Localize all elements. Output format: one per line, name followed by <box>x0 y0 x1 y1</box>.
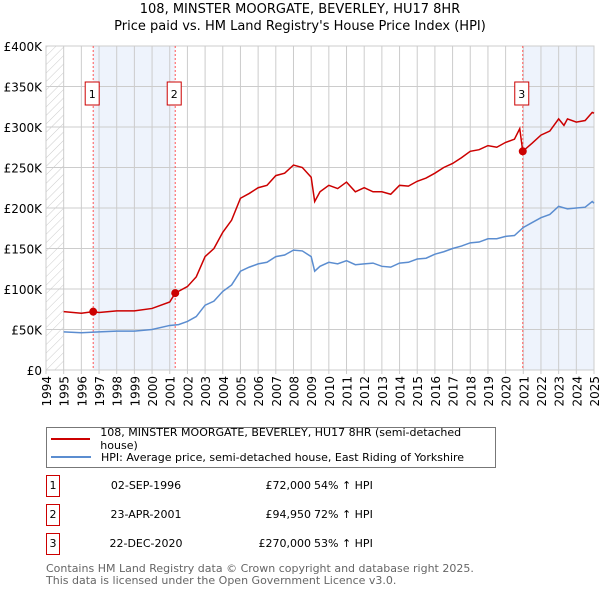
x-tick-label: 1996 <box>75 376 89 407</box>
legend-item-hpi: HPI: Average price, semi-detached house,… <box>51 449 464 465</box>
sale-date: 23-APR-2001 <box>110 508 182 521</box>
sale-number: 2 <box>46 504 60 526</box>
sale-row: 3 22-DEC-2020 £270,000 53% ↑ HPI <box>46 533 446 555</box>
y-tick-label: £100K <box>4 283 44 297</box>
x-tick-label: 2010 <box>323 376 337 407</box>
x-tick-label: 2019 <box>482 376 496 407</box>
x-tick-label: 2005 <box>234 376 248 407</box>
sale-price: £94,950 <box>265 508 312 521</box>
x-tick-label: 2025 <box>588 376 600 407</box>
sale-date: 22-DEC-2020 <box>109 537 183 550</box>
y-tick-label: £50K <box>11 324 43 338</box>
sale-row: 2 23-APR-2001 £94,950 72% ↑ HPI <box>46 504 446 526</box>
y-tick-label: £250K <box>4 162 44 176</box>
x-tick-label: 2008 <box>287 376 301 407</box>
x-tick-label: 2012 <box>358 376 372 407</box>
x-tick-label: 2009 <box>305 376 319 407</box>
sale-hpi-diff: 53% ↑ HPI <box>314 537 373 550</box>
x-tick-label: 2023 <box>553 376 567 407</box>
y-tick-label: £300K <box>4 121 44 135</box>
x-tick-label: 2017 <box>447 376 461 407</box>
x-tick-label: 2022 <box>535 376 549 407</box>
x-tick-label: 2011 <box>341 376 355 407</box>
sale-number: 1 <box>46 475 60 497</box>
sale-marker-label: 2 <box>171 88 178 101</box>
sale-price: £72,000 <box>265 479 312 492</box>
footer: Contains HM Land Registry data © Crown c… <box>46 563 474 587</box>
x-tick-label: 2018 <box>464 376 478 407</box>
sale-hpi-diff: 72% ↑ HPI <box>314 508 373 521</box>
x-tick-label: 2020 <box>500 376 514 407</box>
sale-marker-label: 3 <box>518 88 525 101</box>
x-tick-label: 2015 <box>411 376 425 407</box>
x-tick-label: 2003 <box>199 376 213 407</box>
sale-price: £270,000 <box>258 537 312 550</box>
plot-frame <box>45 45 595 371</box>
legend-swatch <box>51 456 91 458</box>
sale-marker-label: 1 <box>89 88 96 101</box>
sale-date: 02-SEP-1996 <box>110 479 182 492</box>
footer-licence: This data is licensed under the Open Gov… <box>46 574 397 587</box>
sale-point <box>171 289 180 298</box>
x-tick-label: 1999 <box>128 376 142 407</box>
y-tick-label: £400K <box>4 40 44 54</box>
sale-number: 3 <box>46 533 60 555</box>
legend-item-property: 108, MINSTER MOORGATE, BEVERLEY, HU17 8H… <box>51 426 495 452</box>
x-tick-label: 2013 <box>376 376 390 407</box>
sale-point <box>518 147 527 156</box>
x-tick-label: 2002 <box>181 376 195 407</box>
sale-marker-box <box>166 81 182 106</box>
sale-hpi-diff: 54% ↑ HPI <box>314 479 373 492</box>
footer-copyright: Contains HM Land Registry data © Crown c… <box>46 562 474 575</box>
y-tick-label: £200K <box>4 202 44 216</box>
chart-subtitle: Price paid vs. HM Land Registry's House … <box>114 19 486 34</box>
x-tick-label: 2006 <box>252 376 266 407</box>
y-tick-label: £0 <box>27 364 42 378</box>
sale-marker-box <box>84 81 100 106</box>
sale-point <box>89 307 98 316</box>
x-tick-label: 2000 <box>146 376 160 407</box>
x-tick-label: 2016 <box>429 376 443 407</box>
legend-label: HPI: Average price, semi-detached house,… <box>101 450 465 464</box>
y-tick-label: £350K <box>4 81 44 95</box>
x-tick-label: 1998 <box>111 376 125 407</box>
x-tick-label: 2007 <box>270 376 284 407</box>
x-tick-label: 2001 <box>164 376 178 407</box>
x-tick-label: 1997 <box>93 376 107 407</box>
x-tick-label: 2004 <box>217 376 231 407</box>
x-tick-label: 1994 <box>40 376 54 407</box>
x-tick-label: 2014 <box>394 376 408 407</box>
legend-label: 108, MINSTER MOORGATE, BEVERLEY, HU17 8H… <box>100 426 462 452</box>
x-tick-label: 2024 <box>570 376 584 407</box>
hpi-line <box>63 200 595 334</box>
sale-marker-box <box>514 81 530 106</box>
legend: 108, MINSTER MOORGATE, BEVERLEY, HU17 8H… <box>46 426 496 468</box>
x-tick-label: 1995 <box>58 376 72 407</box>
sale-row: 1 02-SEP-1996 £72,000 54% ↑ HPI <box>46 475 446 497</box>
chart-title: 108, MINSTER MOORGATE, BEVERLEY, HU17 8H… <box>139 2 461 17</box>
y-tick-label: £150K <box>4 243 44 257</box>
x-tick-label: 2021 <box>517 376 531 407</box>
legend-swatch <box>51 438 91 440</box>
price-chart: £0 £50K £100K £150K £200K £250K £300K £350K £400… <box>4 40 600 407</box>
